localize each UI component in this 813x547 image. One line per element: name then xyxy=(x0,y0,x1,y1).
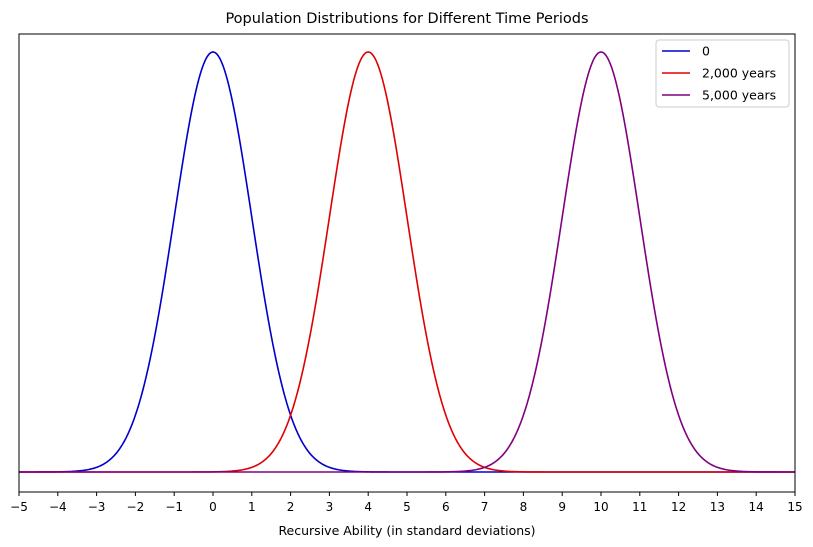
x-tick-label: 1 xyxy=(248,500,256,514)
x-tick-label: 2 xyxy=(287,500,295,514)
series-line-0 xyxy=(19,51,795,473)
x-tick-label: −2 xyxy=(127,500,145,514)
x-tick-label: 4 xyxy=(364,500,372,514)
legend: 0 2,000 years 5,000 years xyxy=(655,39,790,108)
x-tick-label: 12 xyxy=(671,500,686,514)
x-tick-label: 11 xyxy=(632,500,647,514)
x-tick-label: 6 xyxy=(442,500,450,514)
x-tick-label: −4 xyxy=(49,500,67,514)
x-tick-label: 9 xyxy=(558,500,566,514)
x-axis-label: Recursive Ability (in standard deviation… xyxy=(278,523,535,538)
x-tick-label: 15 xyxy=(787,500,802,514)
x-tick-label: 7 xyxy=(481,500,489,514)
series-line-1 xyxy=(19,51,795,473)
x-tick-label: 5 xyxy=(403,500,411,514)
x-tick-label: 10 xyxy=(593,500,608,514)
chart-title: Population Distributions for Different T… xyxy=(225,11,588,27)
x-tick-label: 14 xyxy=(749,500,764,514)
series-line-2 xyxy=(19,51,795,473)
legend-label-0: 0 xyxy=(702,44,710,59)
x-tick-label: 8 xyxy=(520,500,528,514)
x-tick-label: 3 xyxy=(326,500,334,514)
legend-box xyxy=(655,39,790,108)
legend-label-2: 5,000 years xyxy=(702,88,776,103)
x-tick-label: −5 xyxy=(10,500,28,514)
x-tick-label: −3 xyxy=(88,500,106,514)
series-lines xyxy=(19,51,795,473)
legend-label-1: 2,000 years xyxy=(702,66,776,81)
x-tick-label: 0 xyxy=(209,500,217,514)
x-tick-label: 13 xyxy=(710,500,725,514)
x-tick-label: −1 xyxy=(165,500,183,514)
x-axis-ticks: −5 −4 −3 −2 −1 0 1 2 3 4 5 6 7 8 9 10 11 12 13 14 15 xyxy=(10,492,803,514)
